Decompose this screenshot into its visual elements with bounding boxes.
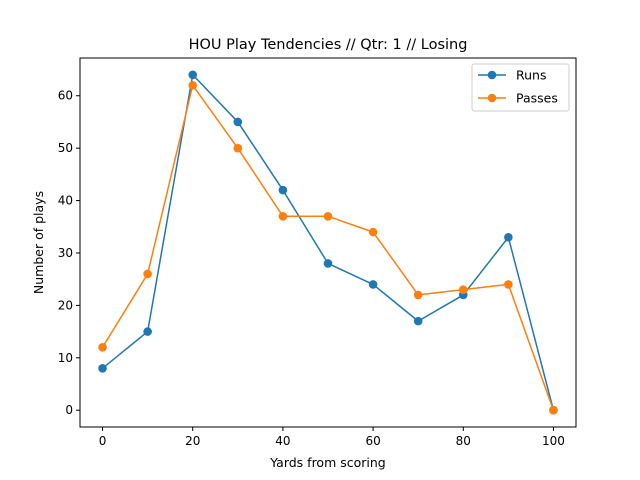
- data-point-passes: [278, 211, 288, 221]
- x-tick-label: 40: [275, 434, 290, 448]
- data-point-runs: [413, 316, 423, 326]
- series-layer: [98, 70, 558, 415]
- data-point-runs: [188, 70, 198, 80]
- data-point-passes: [368, 227, 378, 237]
- x-axis-ticks: 0 20 40 60 80 100: [99, 427, 565, 448]
- data-point-passes: [504, 280, 513, 289]
- y-tick-label: 60: [58, 89, 73, 103]
- data-point-runs: [323, 259, 333, 268]
- legend-marker-runs: [487, 70, 497, 80]
- x-tick-label: 60: [365, 434, 380, 448]
- data-point-runs: [143, 327, 152, 336]
- data-point-passes: [233, 143, 243, 153]
- y-tick-label: 0: [65, 403, 73, 417]
- y-tick-label: 50: [58, 141, 73, 155]
- data-point-runs: [98, 363, 107, 373]
- legend-label-runs: Runs: [516, 68, 546, 83]
- data-point-runs: [368, 280, 378, 289]
- data-point-runs: [233, 117, 243, 127]
- y-tick-label: 20: [58, 298, 73, 312]
- data-point-passes: [188, 80, 198, 90]
- x-tick-label: 100: [542, 434, 565, 448]
- legend-label-passes: Passes: [516, 91, 558, 106]
- x-tick-label: 80: [456, 434, 471, 448]
- legend-marker-passes: [487, 93, 497, 103]
- y-tick-label: 30: [58, 246, 73, 260]
- data-point-passes: [549, 405, 558, 415]
- data-point-passes: [98, 343, 107, 352]
- y-axis-ticks: 0 10 20 30 40 50 60: [58, 89, 80, 417]
- x-tick-label: 20: [185, 434, 200, 448]
- data-point-runs: [504, 232, 513, 242]
- series-passes: [98, 80, 558, 415]
- y-tick-label: 10: [58, 351, 73, 365]
- data-point-passes: [413, 290, 423, 300]
- legend: Runs Passes: [471, 63, 570, 112]
- plot-frame: [79, 57, 577, 428]
- data-point-passes: [458, 285, 468, 294]
- chart-title: HOU Play Tendencies // Qtr: 1 // Losing: [189, 37, 468, 53]
- y-axis-label: Number of plays: [31, 191, 46, 294]
- data-point-passes: [143, 269, 152, 279]
- x-axis-label: Yards from scoring: [269, 455, 385, 470]
- data-point-passes: [323, 211, 333, 221]
- x-tick-label: 0: [99, 434, 107, 448]
- data-point-runs: [278, 185, 288, 195]
- y-tick-label: 40: [58, 194, 73, 208]
- series-runs: [98, 70, 558, 415]
